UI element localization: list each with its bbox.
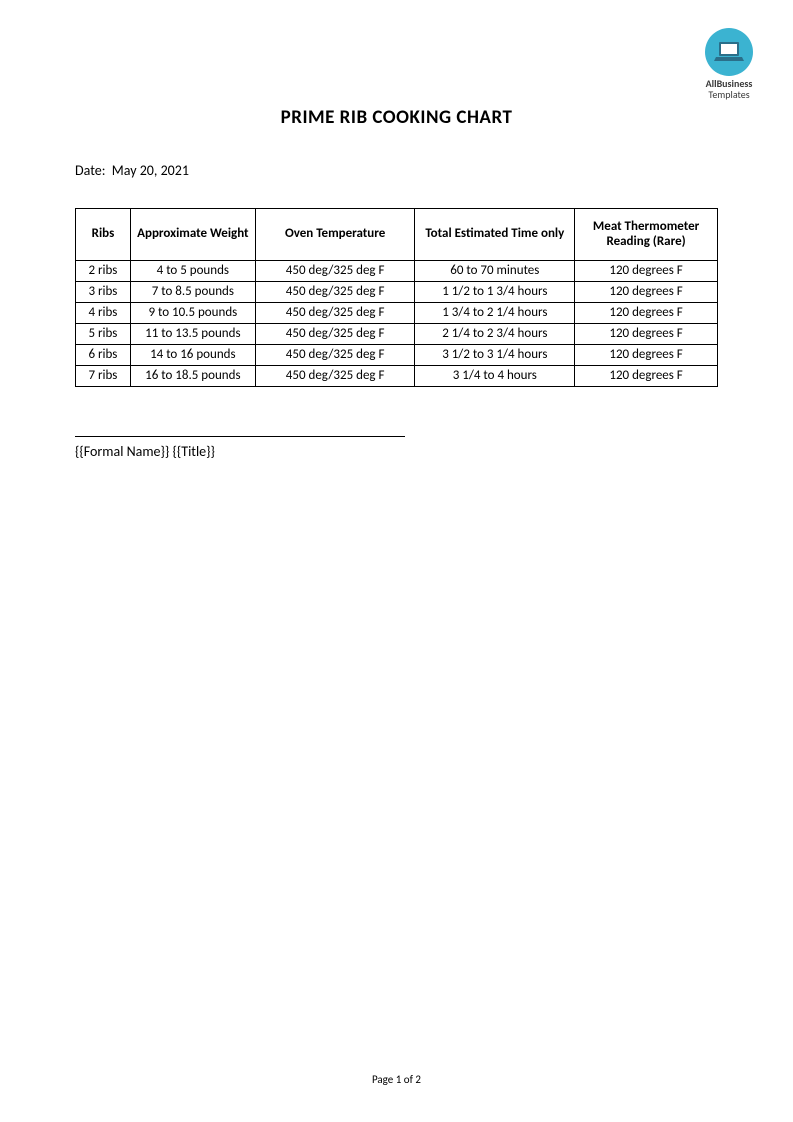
cell-thermo: 120 degrees F [575,282,718,303]
page-number: Page 1 of 2 [0,1073,793,1086]
cell-thermo: 120 degrees F [575,261,718,282]
cooking-chart-table: Ribs Approximate Weight Oven Temperature… [75,208,718,387]
cell-ribs: 7 ribs [76,366,131,387]
cell-weight: 14 to 16 pounds [130,345,255,366]
table-body: 2 ribs 4 to 5 pounds 450 deg/325 deg F 6… [76,261,718,387]
cell-weight: 11 to 13.5 pounds [130,324,255,345]
date-value: May 20, 2021 [112,162,189,179]
signature-placeholder: {{Formal Name}} {{Title}} [75,443,405,460]
cell-time: 60 to 70 minutes [415,261,575,282]
table-row: 7 ribs 16 to 18.5 pounds 450 deg/325 deg… [76,366,718,387]
cell-temp: 450 deg/325 deg F [255,345,415,366]
cell-ribs: 5 ribs [76,324,131,345]
laptop-icon [714,41,744,63]
cell-weight: 4 to 5 pounds [130,261,255,282]
cell-time: 3 1/2 to 3 1/4 hours [415,345,575,366]
logo-text: AllBusiness Templates [705,78,753,100]
table-header-row: Ribs Approximate Weight Oven Temperature… [76,209,718,261]
col-header-time: Total Estimated Time only [415,209,575,261]
cell-ribs: 4 ribs [76,303,131,324]
cell-ribs: 6 ribs [76,345,131,366]
cell-ribs: 3 ribs [76,282,131,303]
col-header-thermometer: Meat Thermometer Reading (Rare) [575,209,718,261]
cell-temp: 450 deg/325 deg F [255,366,415,387]
col-header-weight: Approximate Weight [130,209,255,261]
table-row: 5 ribs 11 to 13.5 pounds 450 deg/325 deg… [76,324,718,345]
cell-time: 1 1/2 to 1 3/4 hours [415,282,575,303]
cell-thermo: 120 degrees F [575,303,718,324]
date-label: Date: [75,162,105,179]
table-row: 3 ribs 7 to 8.5 pounds 450 deg/325 deg F… [76,282,718,303]
table-row: 2 ribs 4 to 5 pounds 450 deg/325 deg F 6… [76,261,718,282]
table-row: 6 ribs 14 to 16 pounds 450 deg/325 deg F… [76,345,718,366]
cell-ribs: 2 ribs [76,261,131,282]
signature-block: {{Formal Name}} {{Title}} [75,436,405,460]
cell-thermo: 120 degrees F [575,366,718,387]
signature-line [75,436,405,437]
cell-temp: 450 deg/325 deg F [255,282,415,303]
cell-weight: 16 to 18.5 pounds [130,366,255,387]
cell-temp: 450 deg/325 deg F [255,324,415,345]
date-line: Date: May 20, 2021 [75,162,189,179]
logo-line2: Templates [708,88,749,101]
col-header-temperature: Oven Temperature [255,209,415,261]
cell-time: 3 1/4 to 4 hours [415,366,575,387]
cell-thermo: 120 degrees F [575,324,718,345]
col-header-ribs: Ribs [76,209,131,261]
brand-logo: AllBusiness Templates [705,28,753,100]
cell-weight: 9 to 10.5 pounds [130,303,255,324]
cell-temp: 450 deg/325 deg F [255,261,415,282]
cell-temp: 450 deg/325 deg F [255,303,415,324]
table-row: 4 ribs 9 to 10.5 pounds 450 deg/325 deg … [76,303,718,324]
cell-time: 2 1/4 to 2 3/4 hours [415,324,575,345]
cell-time: 1 3/4 to 2 1/4 hours [415,303,575,324]
cell-weight: 7 to 8.5 pounds [130,282,255,303]
cell-thermo: 120 degrees F [575,345,718,366]
logo-circle [705,28,753,76]
page-title: PRIME RIB COOKING CHART [0,106,793,129]
